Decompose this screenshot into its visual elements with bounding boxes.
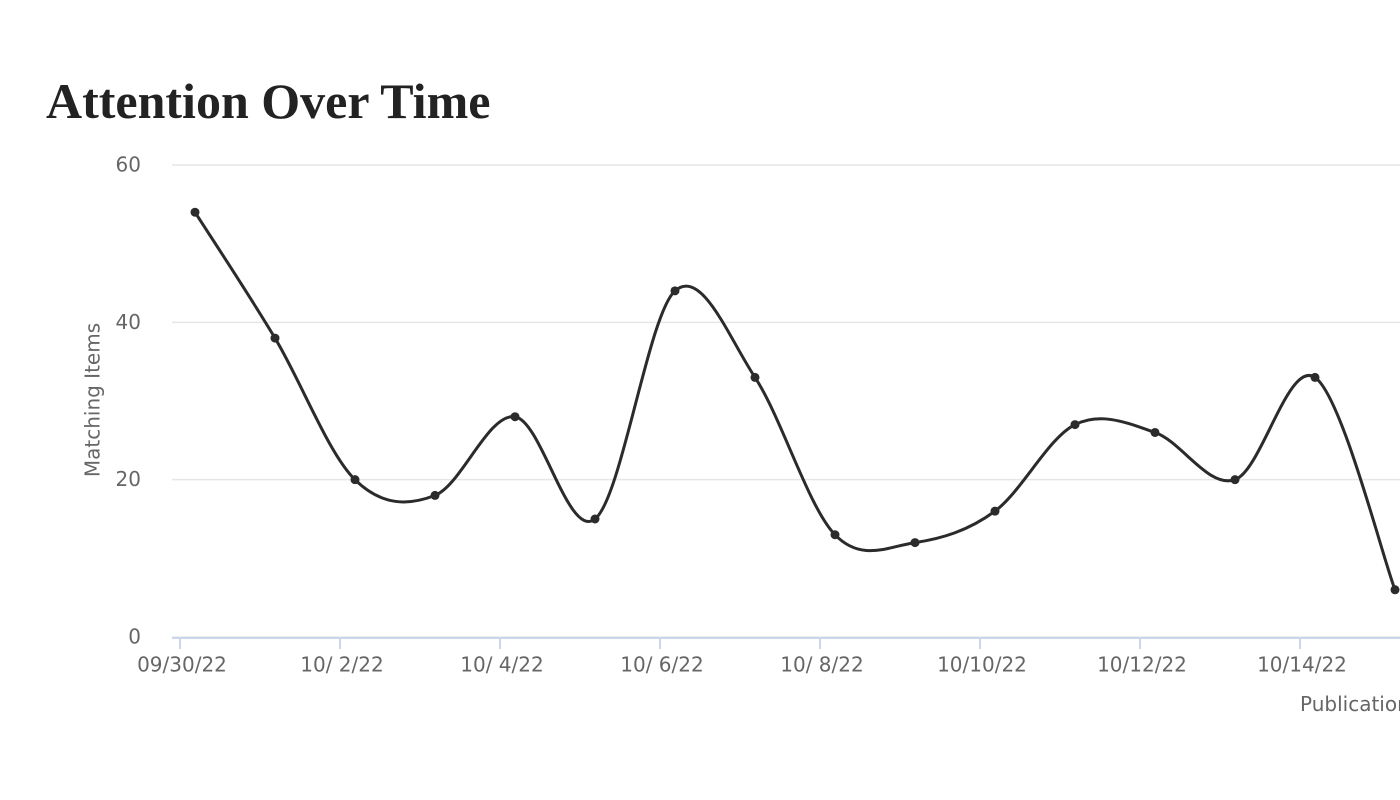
x-tick-label: 10/14/22 <box>1257 653 1347 677</box>
x-tick-label: 10/12/22 <box>1097 653 1187 677</box>
point <box>910 538 920 548</box>
y-tick-label: 40 <box>116 310 141 334</box>
point <box>590 514 600 524</box>
x-tick-label: 10/ 8/22 <box>780 653 863 677</box>
point <box>830 530 840 540</box>
point <box>990 506 1000 516</box>
point <box>430 490 440 500</box>
point <box>1150 427 1160 437</box>
point <box>1070 420 1080 430</box>
point <box>190 207 200 217</box>
point <box>1390 585 1400 595</box>
point <box>670 286 680 296</box>
y-axis-title: Matching Items <box>81 323 105 477</box>
point <box>1230 475 1240 485</box>
y-tick-label: 20 <box>116 467 141 491</box>
x-tick-label: 10/ 4/22 <box>460 653 543 677</box>
point <box>1310 372 1320 382</box>
x-tick-label: 09/30/22 <box>137 653 227 677</box>
x-axis-title: Publication Date <box>1300 692 1400 716</box>
x-tick-label: 10/ 6/22 <box>620 653 703 677</box>
point <box>270 333 280 343</box>
y-tick-label: 0 <box>128 625 141 649</box>
point <box>510 412 520 422</box>
chart-title: Attention Over Time <box>46 73 490 129</box>
x-tick-label: 10/10/22 <box>937 653 1027 677</box>
y-tick-label: 60 <box>116 153 141 177</box>
x-tick-label: 10/ 2/22 <box>300 653 383 677</box>
line <box>193 211 1397 591</box>
point <box>750 372 760 382</box>
point <box>350 475 360 485</box>
